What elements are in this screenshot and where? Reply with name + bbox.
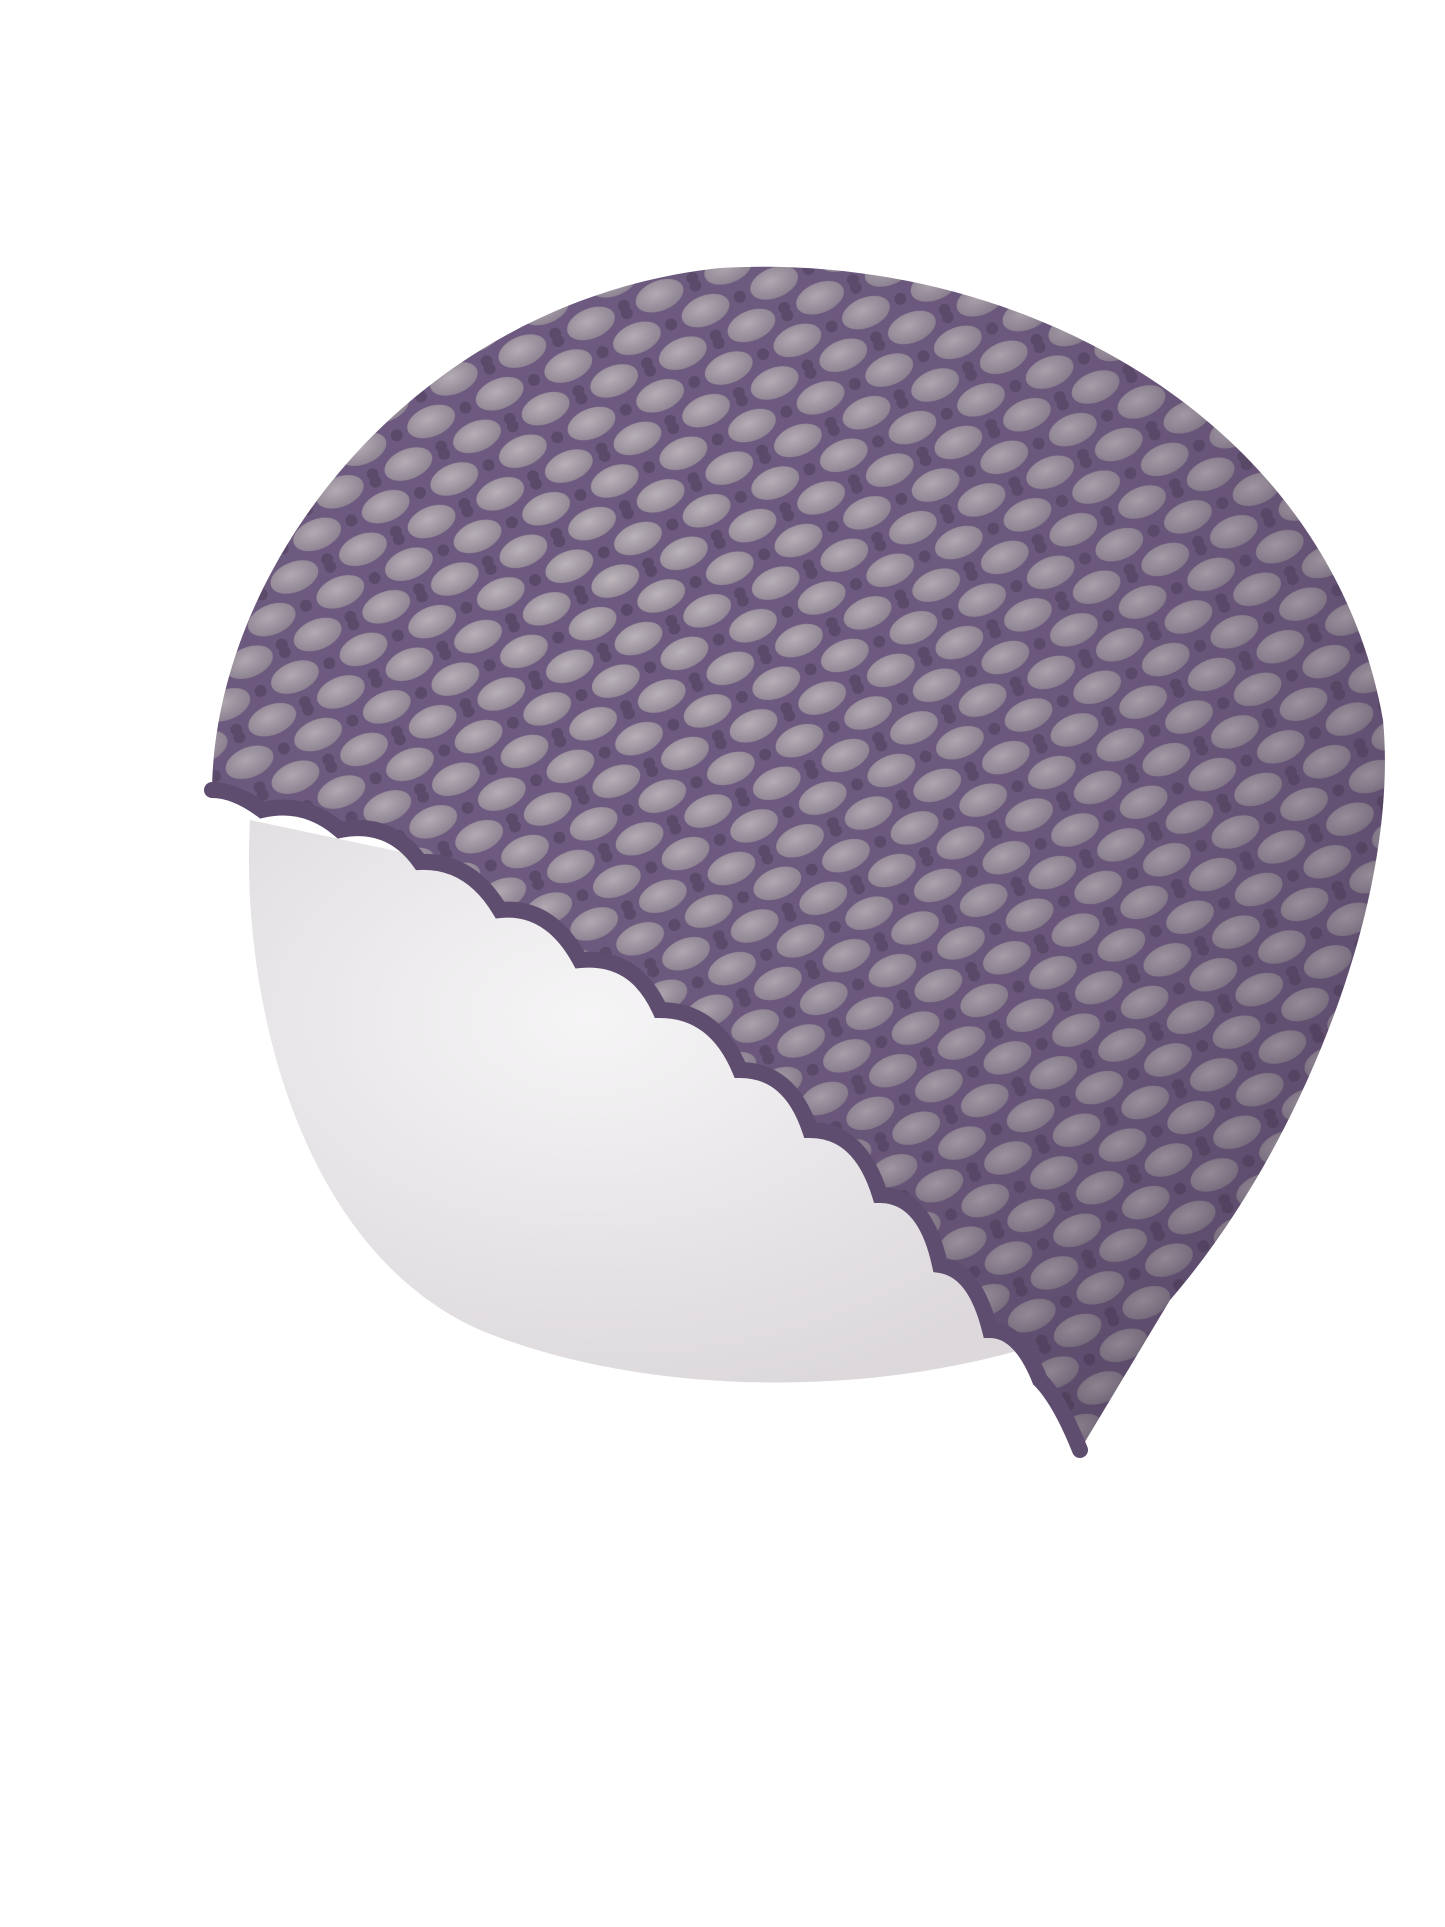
hat-scalloped-brim <box>204 782 1088 1458</box>
